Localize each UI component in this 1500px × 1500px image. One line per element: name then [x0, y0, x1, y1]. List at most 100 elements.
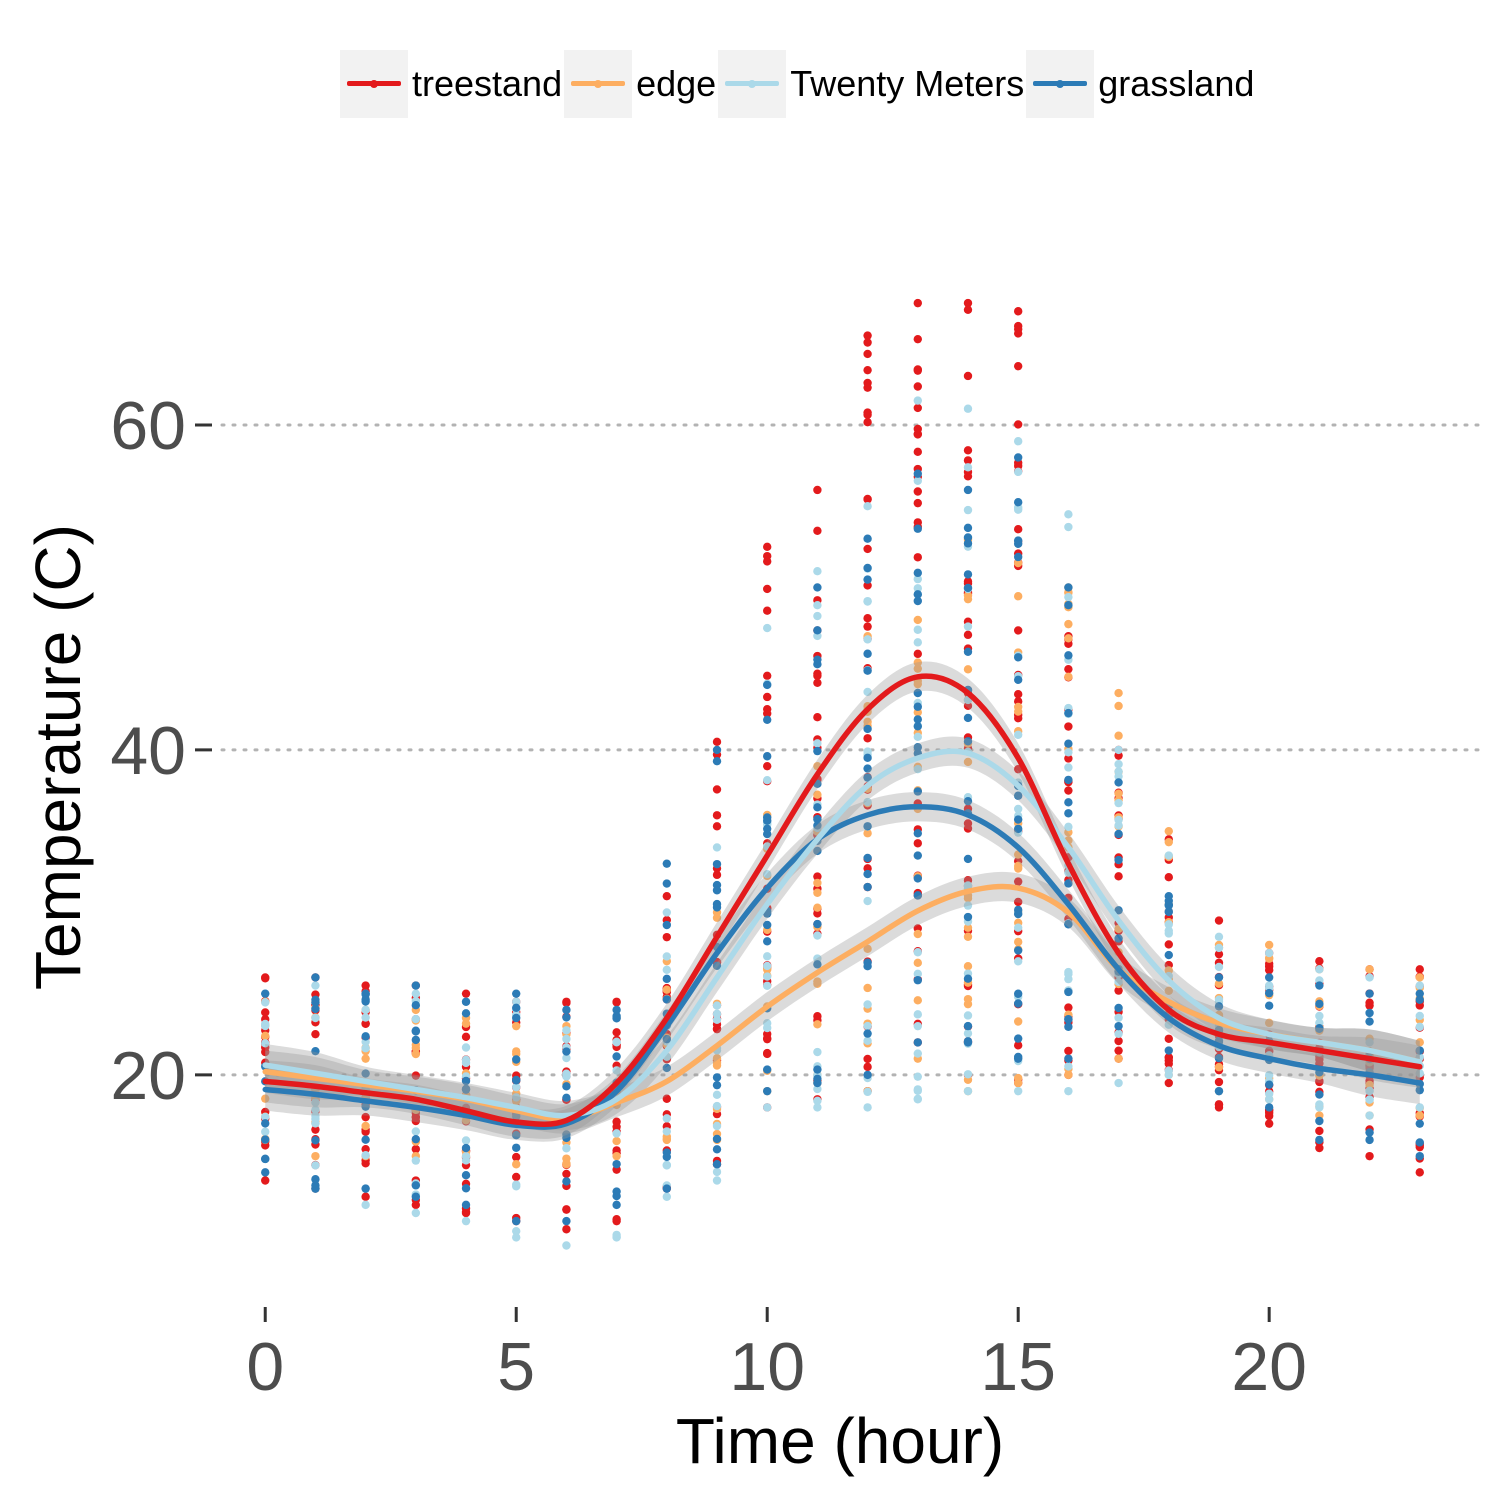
data-point — [863, 734, 872, 743]
legend-item-treestand: treestand — [340, 50, 564, 118]
data-point — [813, 872, 822, 881]
data-point — [963, 647, 973, 657]
data-point — [712, 1090, 722, 1100]
data-point — [311, 1125, 320, 1134]
data-point — [963, 854, 973, 864]
data-point — [1114, 798, 1123, 808]
data-point — [311, 981, 320, 990]
data-point — [411, 1014, 421, 1024]
data-point — [512, 1131, 521, 1140]
confidence-band-edge — [265, 871, 1420, 1134]
data-point — [461, 1171, 471, 1180]
data-point — [411, 1043, 421, 1053]
data-point — [662, 1192, 672, 1201]
data-point — [1214, 932, 1224, 941]
data-point — [863, 365, 872, 375]
data-point — [1064, 601, 1073, 610]
data-point — [1315, 999, 1324, 1009]
data-point — [1365, 1095, 1374, 1104]
data-point — [863, 853, 872, 863]
data-point — [913, 969, 922, 979]
data-point — [763, 937, 772, 946]
data-point — [512, 1013, 521, 1023]
data-point — [1214, 949, 1224, 959]
data-point — [813, 903, 822, 912]
data-point — [361, 1013, 370, 1022]
legend-dot — [370, 80, 378, 88]
data-point — [763, 776, 772, 785]
data-point — [863, 764, 872, 773]
data-point — [411, 1156, 421, 1165]
legend-key-twenty-meters — [718, 50, 787, 118]
data-point — [963, 622, 973, 631]
data-point — [763, 1103, 772, 1112]
data-point — [1064, 987, 1073, 997]
data-point — [863, 1062, 872, 1072]
data-point — [512, 1143, 521, 1152]
data-point — [913, 996, 922, 1005]
data-point — [1064, 1003, 1073, 1012]
data-point — [261, 1031, 270, 1041]
data-point — [813, 1020, 822, 1029]
data-point — [913, 839, 922, 848]
points-edge — [261, 534, 1424, 1169]
data-point — [913, 958, 922, 968]
data-point — [963, 1029, 973, 1038]
data-point — [813, 567, 822, 576]
data-point — [813, 669, 822, 678]
y-tick-label-20: 20 — [110, 1038, 186, 1114]
data-point — [512, 1226, 521, 1236]
data-point — [813, 739, 822, 748]
data-point — [1114, 731, 1123, 740]
data-point — [1214, 1063, 1224, 1072]
data-point — [863, 596, 872, 606]
data-point — [612, 1136, 621, 1146]
data-point — [1013, 824, 1023, 834]
data-point — [863, 687, 872, 697]
data-point — [1013, 536, 1023, 545]
data-point — [662, 952, 672, 961]
data-point — [411, 1049, 421, 1059]
data-point — [562, 1144, 571, 1153]
legend-dot — [748, 80, 757, 88]
data-point — [813, 954, 822, 963]
data-point — [712, 1167, 722, 1177]
data-point — [311, 1046, 320, 1056]
data-point — [1013, 804, 1023, 814]
data-point — [1264, 948, 1274, 958]
data-point — [1315, 1135, 1324, 1145]
data-point — [763, 715, 772, 725]
data-point — [1013, 675, 1023, 685]
data-point — [763, 920, 772, 930]
data-point — [1013, 626, 1023, 635]
data-point — [913, 476, 922, 485]
data-point — [712, 1121, 722, 1131]
data-point — [1013, 1086, 1023, 1096]
data-point — [763, 671, 772, 680]
data-point — [612, 1214, 621, 1224]
x-axis: 0 5 10 15 20 — [246, 1307, 1307, 1405]
data-point — [763, 680, 772, 690]
data-point — [1214, 973, 1224, 982]
data-point — [1064, 672, 1073, 681]
data-point — [863, 666, 872, 675]
data-point — [1415, 1111, 1424, 1120]
data-point — [813, 977, 822, 986]
data-point — [913, 649, 922, 659]
data-point — [512, 1093, 521, 1102]
data-point — [963, 456, 973, 465]
data-point — [813, 790, 822, 799]
data-point — [461, 1032, 471, 1042]
data-point — [1013, 946, 1023, 955]
data-point — [1164, 851, 1173, 860]
data-point — [1415, 1168, 1424, 1177]
data-point — [863, 983, 872, 993]
data-point — [1264, 1001, 1274, 1010]
data-point — [1064, 664, 1073, 674]
data-point — [1164, 986, 1173, 995]
data-point — [913, 732, 922, 742]
data-point — [913, 298, 922, 308]
data-point — [612, 1232, 621, 1242]
data-point — [963, 912, 973, 922]
data-point — [562, 998, 571, 1008]
